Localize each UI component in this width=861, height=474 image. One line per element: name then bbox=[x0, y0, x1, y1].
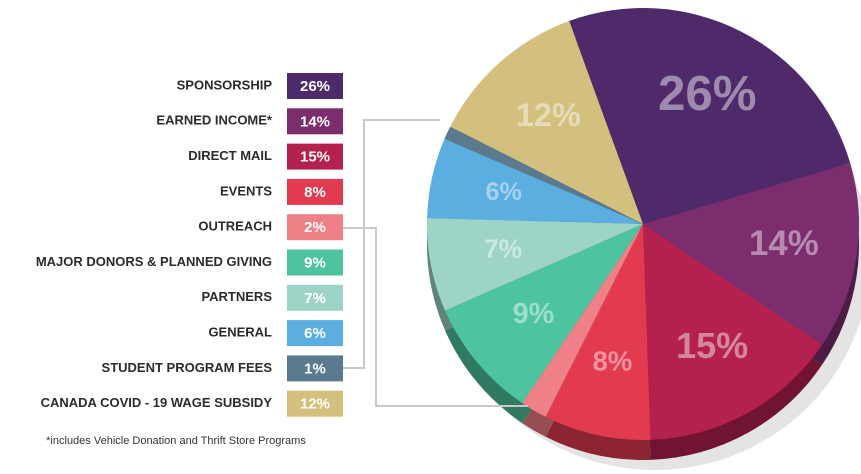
pie-top: 26% 14% 15% 8% 9% 7% 6% 12% bbox=[427, 8, 860, 440]
legend-swatch bbox=[287, 284, 343, 311]
legend-label: OUTREACH bbox=[198, 219, 272, 234]
slice-label: 15% bbox=[676, 325, 748, 366]
legend-value: 9% bbox=[304, 254, 326, 271]
legend-value: 1% bbox=[304, 360, 326, 377]
slice-label: 14% bbox=[749, 224, 819, 263]
legend-swatch bbox=[287, 73, 343, 99]
legend-swatch bbox=[287, 178, 343, 205]
legend-value: 6% bbox=[304, 325, 326, 342]
legend-swatch bbox=[287, 143, 343, 170]
legend-value: 15% bbox=[300, 149, 330, 166]
slice-label: 26% bbox=[658, 66, 756, 121]
slice bbox=[444, 126, 643, 224]
slice bbox=[545, 224, 651, 440]
legend-value: 8% bbox=[304, 184, 326, 201]
slice-label: 8% bbox=[592, 346, 632, 377]
legend-label: GENERAL bbox=[208, 325, 272, 340]
legend-value: 7% bbox=[304, 290, 326, 307]
slice-label: 7% bbox=[484, 234, 522, 264]
slice-label: 12% bbox=[516, 97, 581, 133]
leader-line bbox=[343, 227, 528, 407]
legend-swatch bbox=[287, 108, 343, 135]
slice bbox=[445, 224, 643, 404]
legend-label: DIRECT MAIL bbox=[188, 148, 272, 163]
legend-swatch bbox=[287, 390, 343, 417]
slice-label: 6% bbox=[486, 178, 522, 206]
legend-value: 26% bbox=[300, 78, 330, 95]
slice bbox=[450, 21, 643, 224]
slice bbox=[643, 224, 823, 440]
slice bbox=[427, 217, 643, 311]
legend-label: EVENTS bbox=[220, 183, 272, 198]
legend-label: SPONSORSHIP bbox=[177, 77, 273, 92]
legend-label: PARTNERS bbox=[201, 289, 272, 304]
legend-label: EARNED INCOME* bbox=[156, 113, 273, 128]
legend-swatch bbox=[287, 320, 343, 347]
legend-value: 14% bbox=[300, 113, 330, 130]
leader-line bbox=[343, 119, 440, 369]
legend-label: CANADA COVID - 19 WAGE SUBSIDY bbox=[41, 395, 273, 410]
slice bbox=[522, 224, 643, 417]
legend-value: 2% bbox=[304, 219, 326, 236]
legend-label: STUDENT PROGRAM FEES bbox=[102, 360, 273, 375]
slice-label: 9% bbox=[513, 298, 555, 330]
slice bbox=[643, 163, 860, 345]
footnote: *includes Vehicle Donation and Thrift St… bbox=[46, 435, 306, 447]
slice bbox=[569, 8, 851, 224]
legend-label: MAJOR DONORS & PLANNED GIVING bbox=[36, 254, 272, 269]
legend-value: 12% bbox=[300, 396, 330, 413]
legend-swatch bbox=[287, 214, 343, 241]
legend-swatch bbox=[287, 249, 343, 276]
slice bbox=[427, 138, 643, 224]
legend-swatch bbox=[287, 355, 343, 382]
legend: SPONSORSHIP 26% EARNED INCOME* 14% DIRECT MA… bbox=[36, 73, 343, 417]
